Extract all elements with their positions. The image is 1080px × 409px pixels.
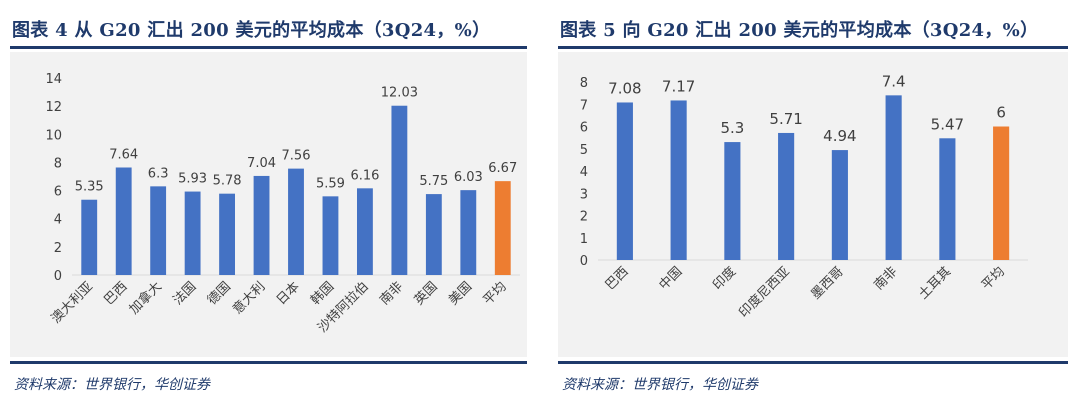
- category-label: 平均: [481, 279, 510, 308]
- data-label: 6.3: [148, 166, 169, 181]
- y-tick-label: 12: [45, 100, 62, 115]
- bar: [670, 100, 687, 260]
- bar: [616, 102, 633, 260]
- data-label: 7.56: [282, 149, 311, 164]
- data-label: 5.93: [178, 172, 207, 187]
- data-label: 7.17: [662, 77, 695, 95]
- data-label: 5.78: [213, 174, 242, 189]
- data-label: 7.08: [608, 79, 641, 97]
- bar: [322, 196, 339, 275]
- category-label: 印度: [709, 264, 739, 294]
- y-tick-label: 1: [580, 232, 588, 247]
- bar: [494, 181, 511, 275]
- data-label: 5.47: [931, 115, 964, 133]
- data-label: 12.03: [381, 86, 418, 101]
- figure-5-panel: 图表 5 向 G20 汇出 200 美元的平均成本（3Q24，%） 0 1 2 3 4 5…: [548, 0, 1068, 409]
- category-label: 印度尼西亚: [736, 264, 793, 321]
- figure-5-source: 资料来源：世界银行，华创证券: [562, 377, 758, 393]
- title-rule: [10, 46, 527, 49]
- bar: [115, 167, 132, 275]
- category-label: 加拿大: [126, 279, 165, 318]
- category-label: 墨西哥: [809, 264, 847, 302]
- data-label: 6.16: [350, 168, 379, 183]
- category-label: 巴西: [603, 264, 632, 293]
- data-label: 5.3: [720, 119, 744, 137]
- y-tick-label: 14: [45, 72, 62, 87]
- y-tick-label: 2: [54, 241, 62, 256]
- y-tick-label: 5: [580, 143, 588, 158]
- bar: [184, 191, 201, 275]
- category-label: 澳大利亚: [48, 279, 96, 327]
- data-label: 6.03: [454, 170, 483, 185]
- y-tick-label: 10: [45, 128, 62, 143]
- bar: [150, 186, 167, 275]
- category-label: 意大利: [229, 279, 268, 318]
- title-rule: [558, 46, 1068, 49]
- category-label: 南非: [871, 264, 901, 294]
- category-label: 南非: [377, 279, 407, 309]
- data-label: 7.64: [109, 147, 138, 162]
- category-label: 日本: [274, 279, 303, 308]
- bottom-rule: [558, 361, 1068, 364]
- bar: [288, 168, 304, 275]
- y-tick-label: 2: [580, 210, 588, 225]
- y-tick-label: 6: [54, 185, 62, 200]
- data-label: 5.71: [769, 110, 802, 128]
- y-tick-label: 8: [580, 76, 588, 91]
- y-tick-label: 0: [580, 254, 588, 269]
- category-label: 德国: [205, 279, 234, 308]
- bar: [356, 188, 373, 275]
- y-tick-label: 4: [54, 213, 62, 228]
- bar: [81, 199, 98, 275]
- bottom-rule: [10, 361, 527, 364]
- data-label: 6: [996, 104, 1006, 122]
- figure-5-svg: 0 1 2 3 4 5 6 7 8 7.08 巴西 7.17 中国 5.3 印度 5.71 印度尼西亚 4.94 墨…: [580, 72, 1028, 321]
- data-label: 5.35: [75, 180, 104, 195]
- category-label: 平均: [979, 264, 1008, 293]
- bar: [391, 105, 408, 275]
- data-label: 6.67: [488, 161, 517, 176]
- y-tick-label: 4: [580, 165, 588, 180]
- bar: [831, 150, 848, 260]
- bar: [219, 193, 236, 275]
- bar: [425, 194, 442, 275]
- data-label: 4.94: [823, 127, 856, 145]
- category-label: 美国: [446, 279, 475, 308]
- y-tick-label: 0: [54, 269, 62, 284]
- figure-4-source: 资料来源：世界银行，华创证券: [14, 377, 210, 393]
- category-label: 中国: [656, 264, 685, 293]
- category-label: 法国: [170, 279, 199, 308]
- figure-4-panel: 图表 4 从 G20 汇出 200 美元的平均成本（3Q24，%） 0 2 4 6 8 1…: [0, 0, 527, 409]
- figure-4-svg: 0 2 4 6 8 10 12 14 5.35 澳大利亚 7.64 巴西 6.3 加拿大 5.93 法国 5.7…: [45, 72, 520, 336]
- y-tick-label: 7: [580, 98, 588, 113]
- bar: [885, 95, 902, 260]
- figure-4-title: 图表 4 从 G20 汇出 200 美元的平均成本（3Q24，%）: [12, 20, 491, 41]
- data-label: 7.4: [882, 72, 906, 90]
- bar: [724, 142, 741, 260]
- y-tick-label: 6: [580, 121, 588, 136]
- category-label: 英国: [412, 279, 441, 308]
- figure-5-chart: 0 1 2 3 4 5 6 7 8 7.08 巴西 7.17 中国 5.3 印度 5.71 印度尼西亚 4.94 墨…: [558, 52, 1068, 357]
- y-tick-label: 8: [54, 156, 62, 171]
- data-label: 7.04: [247, 156, 276, 171]
- bar: [993, 126, 1010, 260]
- data-label: 5.59: [316, 176, 345, 191]
- category-label: 韩国: [308, 279, 337, 308]
- bar: [253, 175, 270, 275]
- figure-4-chart: 0 2 4 6 8 10 12 14 5.35 澳大利亚 7.64 巴西 6.3 加拿大 5.93 法国 5.7…: [10, 52, 527, 357]
- bar: [460, 190, 477, 275]
- data-label: 5.75: [419, 174, 448, 189]
- bar: [778, 132, 795, 260]
- bar: [939, 138, 956, 260]
- y-tick-label: 3: [580, 187, 588, 202]
- figure-5-title: 图表 5 向 G20 汇出 200 美元的平均成本（3Q24，%）: [560, 20, 1039, 41]
- category-label: 巴西: [102, 279, 131, 308]
- category-label: 土耳其: [916, 264, 954, 302]
